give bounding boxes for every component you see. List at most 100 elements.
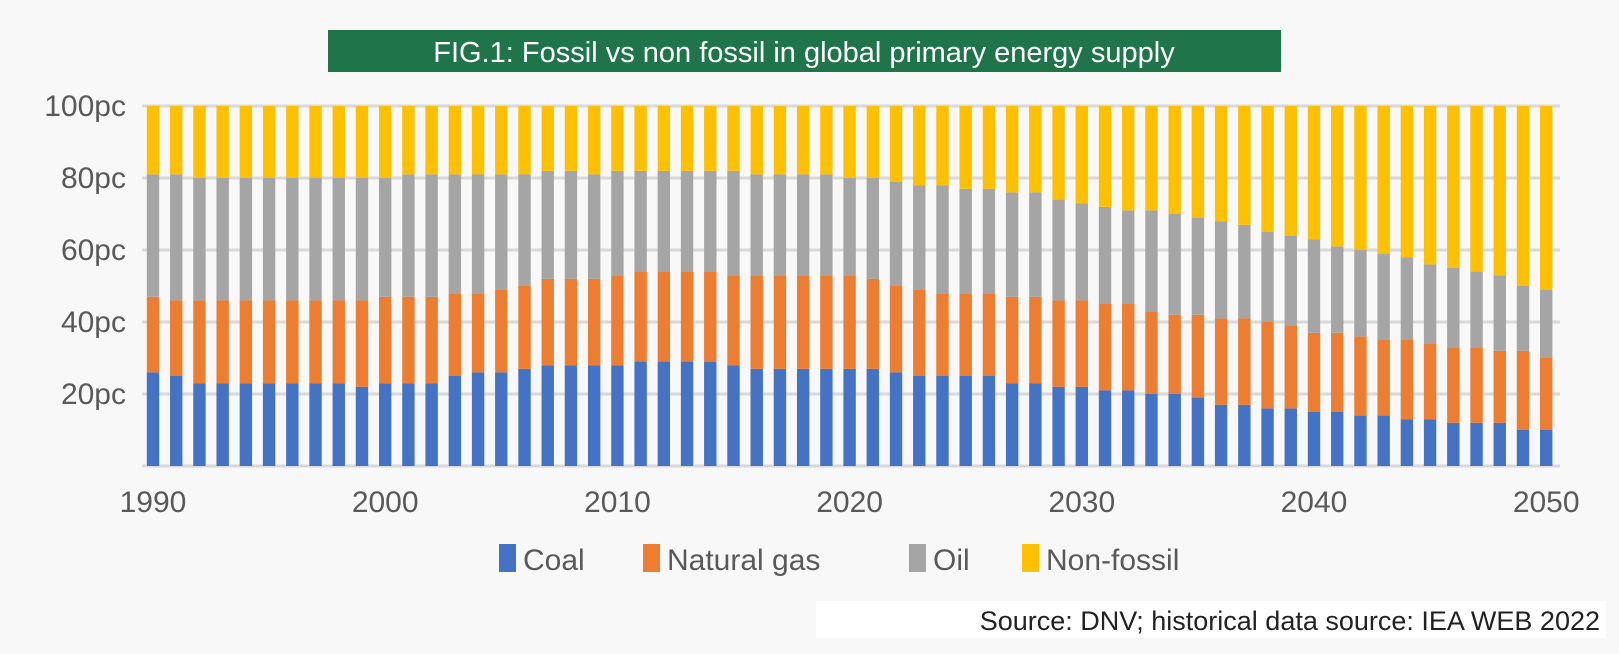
- x-tick-label: 1990: [120, 486, 187, 519]
- bar-natural-gas-2042: [1354, 336, 1367, 416]
- bar-non-fossil-2049: [1516, 106, 1530, 286]
- bar-natural-gas-2031: [1098, 304, 1112, 391]
- bar-natural-gas-2027: [1005, 296, 1019, 384]
- bar-non-fossil-2045: [1423, 106, 1437, 265]
- bar-oil-1998: [332, 178, 345, 301]
- bar-oil-2037: [1238, 224, 1251, 319]
- bar-coal-1997: [309, 383, 322, 466]
- bar-coal-2027: [1005, 383, 1019, 466]
- bar-oil-2019: [820, 174, 833, 276]
- bar-oil-2025: [959, 188, 972, 294]
- bar-natural-gas-2019: [820, 275, 833, 369]
- bar-natural-gas-2007: [541, 278, 554, 366]
- bar-coal-2002: [425, 383, 438, 466]
- bar-natural-gas-1990: [146, 296, 160, 373]
- bar-oil-2011: [634, 170, 647, 272]
- bar-non-fossil-1998: [332, 106, 345, 178]
- bar-coal-2007: [541, 365, 554, 466]
- bar-coal-2006: [518, 368, 531, 466]
- bar-natural-gas-2017: [773, 275, 787, 369]
- bar-oil-2016: [750, 174, 763, 276]
- bar-non-fossil-2047: [1470, 106, 1483, 272]
- bar-non-fossil-2035: [1191, 106, 1205, 218]
- bar-coal-2000: [379, 383, 392, 466]
- bar-coal-2022: [889, 372, 903, 466]
- bar-non-fossil-2032: [1122, 106, 1135, 211]
- bar-oil-2041: [1331, 246, 1344, 333]
- bar-natural-gas-2024: [936, 293, 949, 376]
- bar-oil-2035: [1191, 217, 1205, 315]
- bar-natural-gas-2014: [704, 271, 717, 362]
- x-tick-label: 2000: [352, 486, 419, 519]
- bar-non-fossil-2036: [1214, 106, 1228, 222]
- bar-natural-gas-2013: [680, 271, 694, 362]
- bar-non-fossil-2001: [402, 106, 415, 175]
- legend-label-coal: Coal: [523, 544, 585, 577]
- bar-natural-gas-2044: [1400, 340, 1414, 420]
- bar-non-fossil-2002: [425, 106, 438, 175]
- bar-coal-1998: [332, 383, 345, 466]
- bar-oil-2043: [1377, 253, 1390, 340]
- bar-natural-gas-1995: [262, 300, 276, 384]
- y-axis-labels: 20pc 40pc 60pc 80pc 100pc: [44, 90, 126, 411]
- bar-oil-2000: [379, 178, 392, 297]
- bar-coal-2021: [866, 368, 880, 466]
- bar-non-fossil-2030: [1075, 106, 1088, 204]
- bar-oil-2014: [704, 170, 717, 272]
- bar-natural-gas-2001: [402, 296, 415, 384]
- bar-non-fossil-2029: [1052, 106, 1065, 200]
- x-tick-label: 2040: [1281, 486, 1348, 519]
- bar-oil-2027: [1005, 192, 1019, 297]
- bar-natural-gas-2029: [1052, 300, 1065, 387]
- bar-non-fossil-1999: [355, 106, 369, 178]
- bar-coal-2030: [1075, 386, 1088, 466]
- bar-non-fossil-2040: [1307, 106, 1321, 240]
- bar-natural-gas-1991: [170, 300, 183, 376]
- bar-coal-1993: [216, 383, 229, 466]
- bar-natural-gas-2006: [518, 286, 531, 369]
- bar-oil-2044: [1400, 257, 1414, 340]
- bar-coal-2041: [1331, 412, 1344, 466]
- bar-coal-2050: [1540, 430, 1553, 466]
- legend-label-oil: Oil: [933, 544, 970, 577]
- bar-oil-2028: [1029, 192, 1042, 297]
- bar-coal-2029: [1052, 386, 1065, 466]
- bar-coal-2001: [402, 383, 415, 466]
- bar-natural-gas-2040: [1307, 332, 1321, 412]
- bar-oil-2010: [611, 170, 624, 276]
- y-tick-label: 40pc: [61, 306, 126, 339]
- bar-non-fossil-2046: [1447, 106, 1460, 268]
- bar-natural-gas-2050: [1540, 358, 1553, 430]
- x-tick-label: 2010: [584, 486, 651, 519]
- bar-coal-1994: [239, 383, 253, 466]
- bar-coal-2049: [1516, 430, 1530, 466]
- bar-natural-gas-2045: [1423, 343, 1437, 420]
- bar-non-fossil-2018: [796, 106, 810, 175]
- bar-non-fossil-2042: [1354, 106, 1367, 250]
- bar-non-fossil-2043: [1377, 106, 1390, 254]
- bar-natural-gas-2046: [1447, 347, 1460, 423]
- bar-oil-2006: [518, 174, 531, 286]
- bar-non-fossil-2017: [773, 106, 787, 175]
- source-background: [816, 601, 1606, 638]
- bar-non-fossil-2011: [634, 106, 647, 171]
- bar-natural-gas-1999: [355, 300, 369, 387]
- bar-oil-1996: [286, 178, 299, 301]
- bar-coal-2017: [773, 368, 787, 466]
- bar-natural-gas-2035: [1191, 314, 1205, 398]
- bar-coal-2040: [1307, 412, 1321, 466]
- bar-oil-2039: [1284, 235, 1297, 326]
- bar-coal-1990: [146, 372, 160, 466]
- bar-oil-2009: [587, 174, 601, 279]
- bar-oil-1990: [146, 174, 160, 297]
- bar-oil-2046: [1447, 268, 1460, 348]
- bar-oil-2045: [1423, 264, 1437, 344]
- bar-natural-gas-2002: [425, 296, 438, 384]
- y-tick-label: 20pc: [61, 378, 126, 411]
- bar-oil-2017: [773, 174, 787, 276]
- bar-non-fossil-2004: [471, 106, 485, 175]
- bar-natural-gas-2034: [1168, 314, 1181, 394]
- bar-natural-gas-2004: [471, 293, 485, 373]
- bar-oil-2034: [1168, 214, 1181, 315]
- bar-oil-2005: [495, 174, 508, 290]
